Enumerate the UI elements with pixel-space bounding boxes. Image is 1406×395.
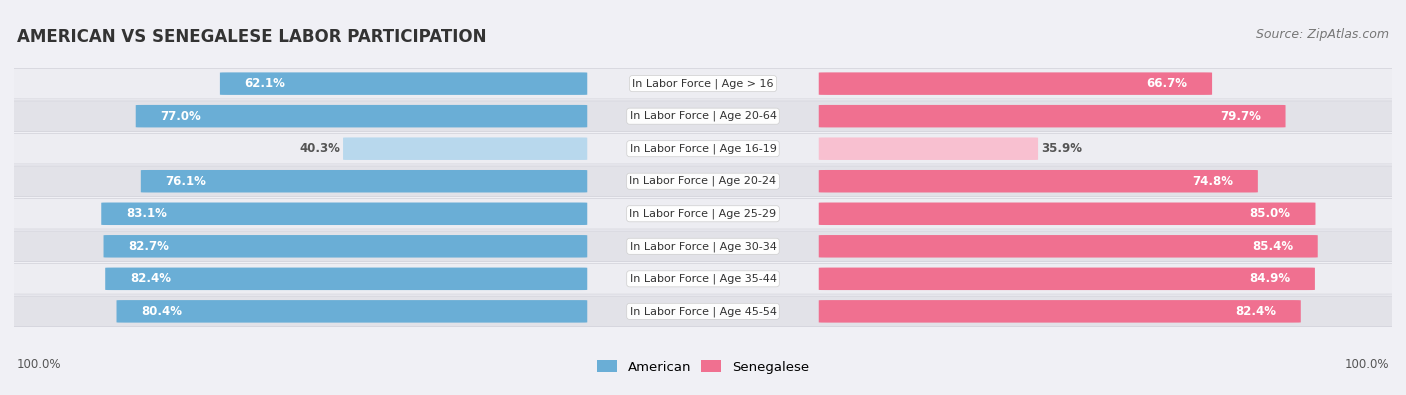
FancyBboxPatch shape (818, 235, 1317, 258)
Text: AMERICAN VS SENEGALESE LABOR PARTICIPATION: AMERICAN VS SENEGALESE LABOR PARTICIPATI… (17, 28, 486, 46)
Text: 35.9%: 35.9% (1040, 142, 1081, 155)
FancyBboxPatch shape (818, 300, 1301, 323)
Text: In Labor Force | Age 16-19: In Labor Force | Age 16-19 (630, 143, 776, 154)
Legend: American, Senegalese: American, Senegalese (592, 355, 814, 379)
FancyBboxPatch shape (136, 105, 588, 128)
Text: In Labor Force | Age 30-34: In Labor Force | Age 30-34 (630, 241, 776, 252)
Text: 62.1%: 62.1% (245, 77, 285, 90)
FancyBboxPatch shape (0, 263, 1406, 294)
FancyBboxPatch shape (105, 267, 588, 290)
FancyBboxPatch shape (818, 72, 1212, 95)
Text: In Labor Force | Age 25-29: In Labor Force | Age 25-29 (630, 209, 776, 219)
FancyBboxPatch shape (117, 300, 588, 323)
Text: In Labor Force | Age 45-54: In Labor Force | Age 45-54 (630, 306, 776, 317)
Text: 83.1%: 83.1% (127, 207, 167, 220)
Text: 80.4%: 80.4% (142, 305, 183, 318)
Text: In Labor Force | Age 35-44: In Labor Force | Age 35-44 (630, 274, 776, 284)
Text: 84.9%: 84.9% (1249, 272, 1291, 285)
FancyBboxPatch shape (0, 101, 1406, 132)
FancyBboxPatch shape (0, 134, 1406, 164)
FancyBboxPatch shape (0, 198, 1406, 229)
Text: 82.4%: 82.4% (1234, 305, 1277, 318)
Text: 100.0%: 100.0% (1344, 358, 1389, 371)
Text: 76.1%: 76.1% (166, 175, 207, 188)
FancyBboxPatch shape (0, 231, 1406, 261)
FancyBboxPatch shape (0, 296, 1406, 327)
FancyBboxPatch shape (141, 170, 588, 192)
FancyBboxPatch shape (219, 72, 588, 95)
FancyBboxPatch shape (818, 170, 1258, 192)
Text: 82.4%: 82.4% (129, 272, 172, 285)
Text: In Labor Force | Age > 16: In Labor Force | Age > 16 (633, 78, 773, 89)
Text: In Labor Force | Age 20-24: In Labor Force | Age 20-24 (630, 176, 776, 186)
FancyBboxPatch shape (101, 203, 588, 225)
FancyBboxPatch shape (0, 68, 1406, 99)
Text: 74.8%: 74.8% (1192, 175, 1233, 188)
FancyBboxPatch shape (343, 137, 588, 160)
Text: 100.0%: 100.0% (17, 358, 62, 371)
FancyBboxPatch shape (818, 203, 1316, 225)
Text: 85.0%: 85.0% (1250, 207, 1291, 220)
Text: 82.7%: 82.7% (128, 240, 169, 253)
FancyBboxPatch shape (0, 166, 1406, 197)
Text: In Labor Force | Age 20-64: In Labor Force | Age 20-64 (630, 111, 776, 121)
Text: 77.0%: 77.0% (160, 110, 201, 123)
FancyBboxPatch shape (104, 235, 588, 258)
FancyBboxPatch shape (818, 105, 1285, 128)
Text: 66.7%: 66.7% (1146, 77, 1187, 90)
Text: Source: ZipAtlas.com: Source: ZipAtlas.com (1256, 28, 1389, 41)
Text: 40.3%: 40.3% (299, 142, 340, 155)
Text: 85.4%: 85.4% (1251, 240, 1294, 253)
FancyBboxPatch shape (818, 267, 1315, 290)
FancyBboxPatch shape (818, 137, 1038, 160)
Text: 79.7%: 79.7% (1220, 110, 1261, 123)
